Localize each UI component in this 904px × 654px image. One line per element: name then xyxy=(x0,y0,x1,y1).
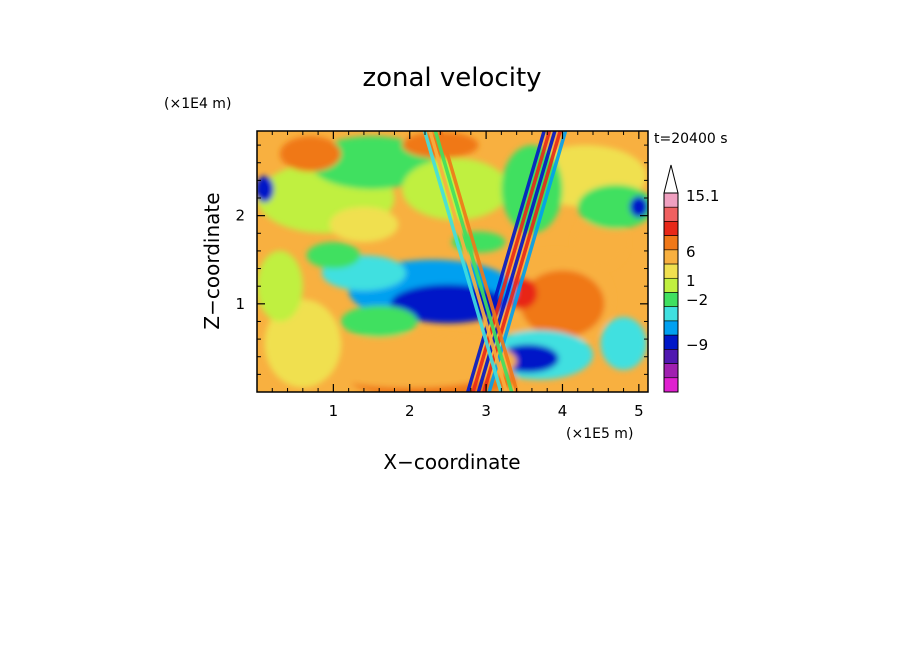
wave-beam-0-stripe-0 xyxy=(466,131,546,392)
chart-title: zonal velocity xyxy=(362,63,541,93)
field-region-25 xyxy=(329,206,399,243)
x-tick-label-1: 1 xyxy=(329,402,339,420)
y-tick-label-2: 2 xyxy=(235,207,245,225)
x-tick-label-2: 2 xyxy=(405,402,415,420)
minor-ticks xyxy=(257,131,648,392)
colorbar-band-5 xyxy=(663,263,679,279)
field-region-22 xyxy=(257,175,274,203)
wave-beam-1-stripe-0 xyxy=(422,131,503,392)
field-region-3 xyxy=(573,215,628,269)
y-axis-unit: (×1E4 m) xyxy=(164,96,231,112)
field-region-12 xyxy=(264,299,342,388)
plot-area xyxy=(257,131,648,392)
field-region-1 xyxy=(520,270,605,338)
colorbar-over-triangle xyxy=(663,164,679,194)
wave-beam-0-stripe-1 xyxy=(471,131,552,392)
x-axis-unit: (×1E5 m) xyxy=(566,426,633,442)
y-axis-ticks: 12 xyxy=(235,207,648,313)
field-region-23 xyxy=(629,196,648,218)
field-region-15 xyxy=(402,158,510,221)
time-label: t=20400 s xyxy=(654,131,728,147)
colorbar-band-6 xyxy=(663,277,679,293)
colorbar-label--2: −2 xyxy=(686,291,708,309)
field-region-17 xyxy=(577,184,648,229)
colorbar-label-6: 6 xyxy=(686,243,696,261)
wave-beam-0-stripe-4 xyxy=(487,131,568,392)
y-axis-label: Z−coordinate xyxy=(200,192,224,329)
wave-beam-1-stripe-3 xyxy=(438,131,519,392)
plot-frame xyxy=(256,130,649,393)
colorbar-band-4 xyxy=(663,249,679,265)
y-tick-label-1: 1 xyxy=(235,295,245,313)
colorbar-band-0 xyxy=(663,192,679,208)
colorbar-band-1 xyxy=(663,206,679,222)
wave-beam-0-stripe-2 xyxy=(476,131,557,392)
field-region-24 xyxy=(341,305,418,338)
colorbar-label-1: 1 xyxy=(686,272,696,290)
x-axis-ticks: 1 2 3 4 5 xyxy=(329,131,644,420)
x-tick-label-5: 5 xyxy=(634,402,644,420)
colorbar-labels: 15.1 6 1−2 −9 xyxy=(686,187,719,354)
colorbar-band-2 xyxy=(663,221,679,236)
colorbar-band-10 xyxy=(663,334,679,350)
colorbar xyxy=(663,164,679,393)
colorbar-frame xyxy=(663,192,679,393)
field-region-11 xyxy=(302,334,517,388)
field-region-20 xyxy=(306,242,361,269)
colorbar-band-3 xyxy=(663,235,679,251)
colorbar-band-8 xyxy=(663,306,679,322)
colorbar-band-7 xyxy=(663,292,679,308)
field-region-26 xyxy=(279,136,342,172)
colorbar-band-11 xyxy=(663,349,679,364)
wave-beam-0-stripe-3 xyxy=(482,131,562,392)
field-region-19 xyxy=(257,250,303,322)
field-region-14 xyxy=(310,136,433,190)
wave-beam-1-stripe-1 xyxy=(428,131,509,392)
colorbar-band-12 xyxy=(663,363,679,379)
colorbar-band-13 xyxy=(663,377,679,393)
x-tick-label-4: 4 xyxy=(558,402,568,420)
x-tick-label-3: 3 xyxy=(481,402,491,420)
colorbar-band-9 xyxy=(663,320,679,336)
field-region-9 xyxy=(600,317,647,370)
colorbar-label--9: −9 xyxy=(686,336,708,354)
wave-beam-1-stripe-2 xyxy=(433,131,514,392)
colorbar-label-15.1: 15.1 xyxy=(686,187,719,205)
x-axis-label: X−coordinate xyxy=(383,450,520,474)
